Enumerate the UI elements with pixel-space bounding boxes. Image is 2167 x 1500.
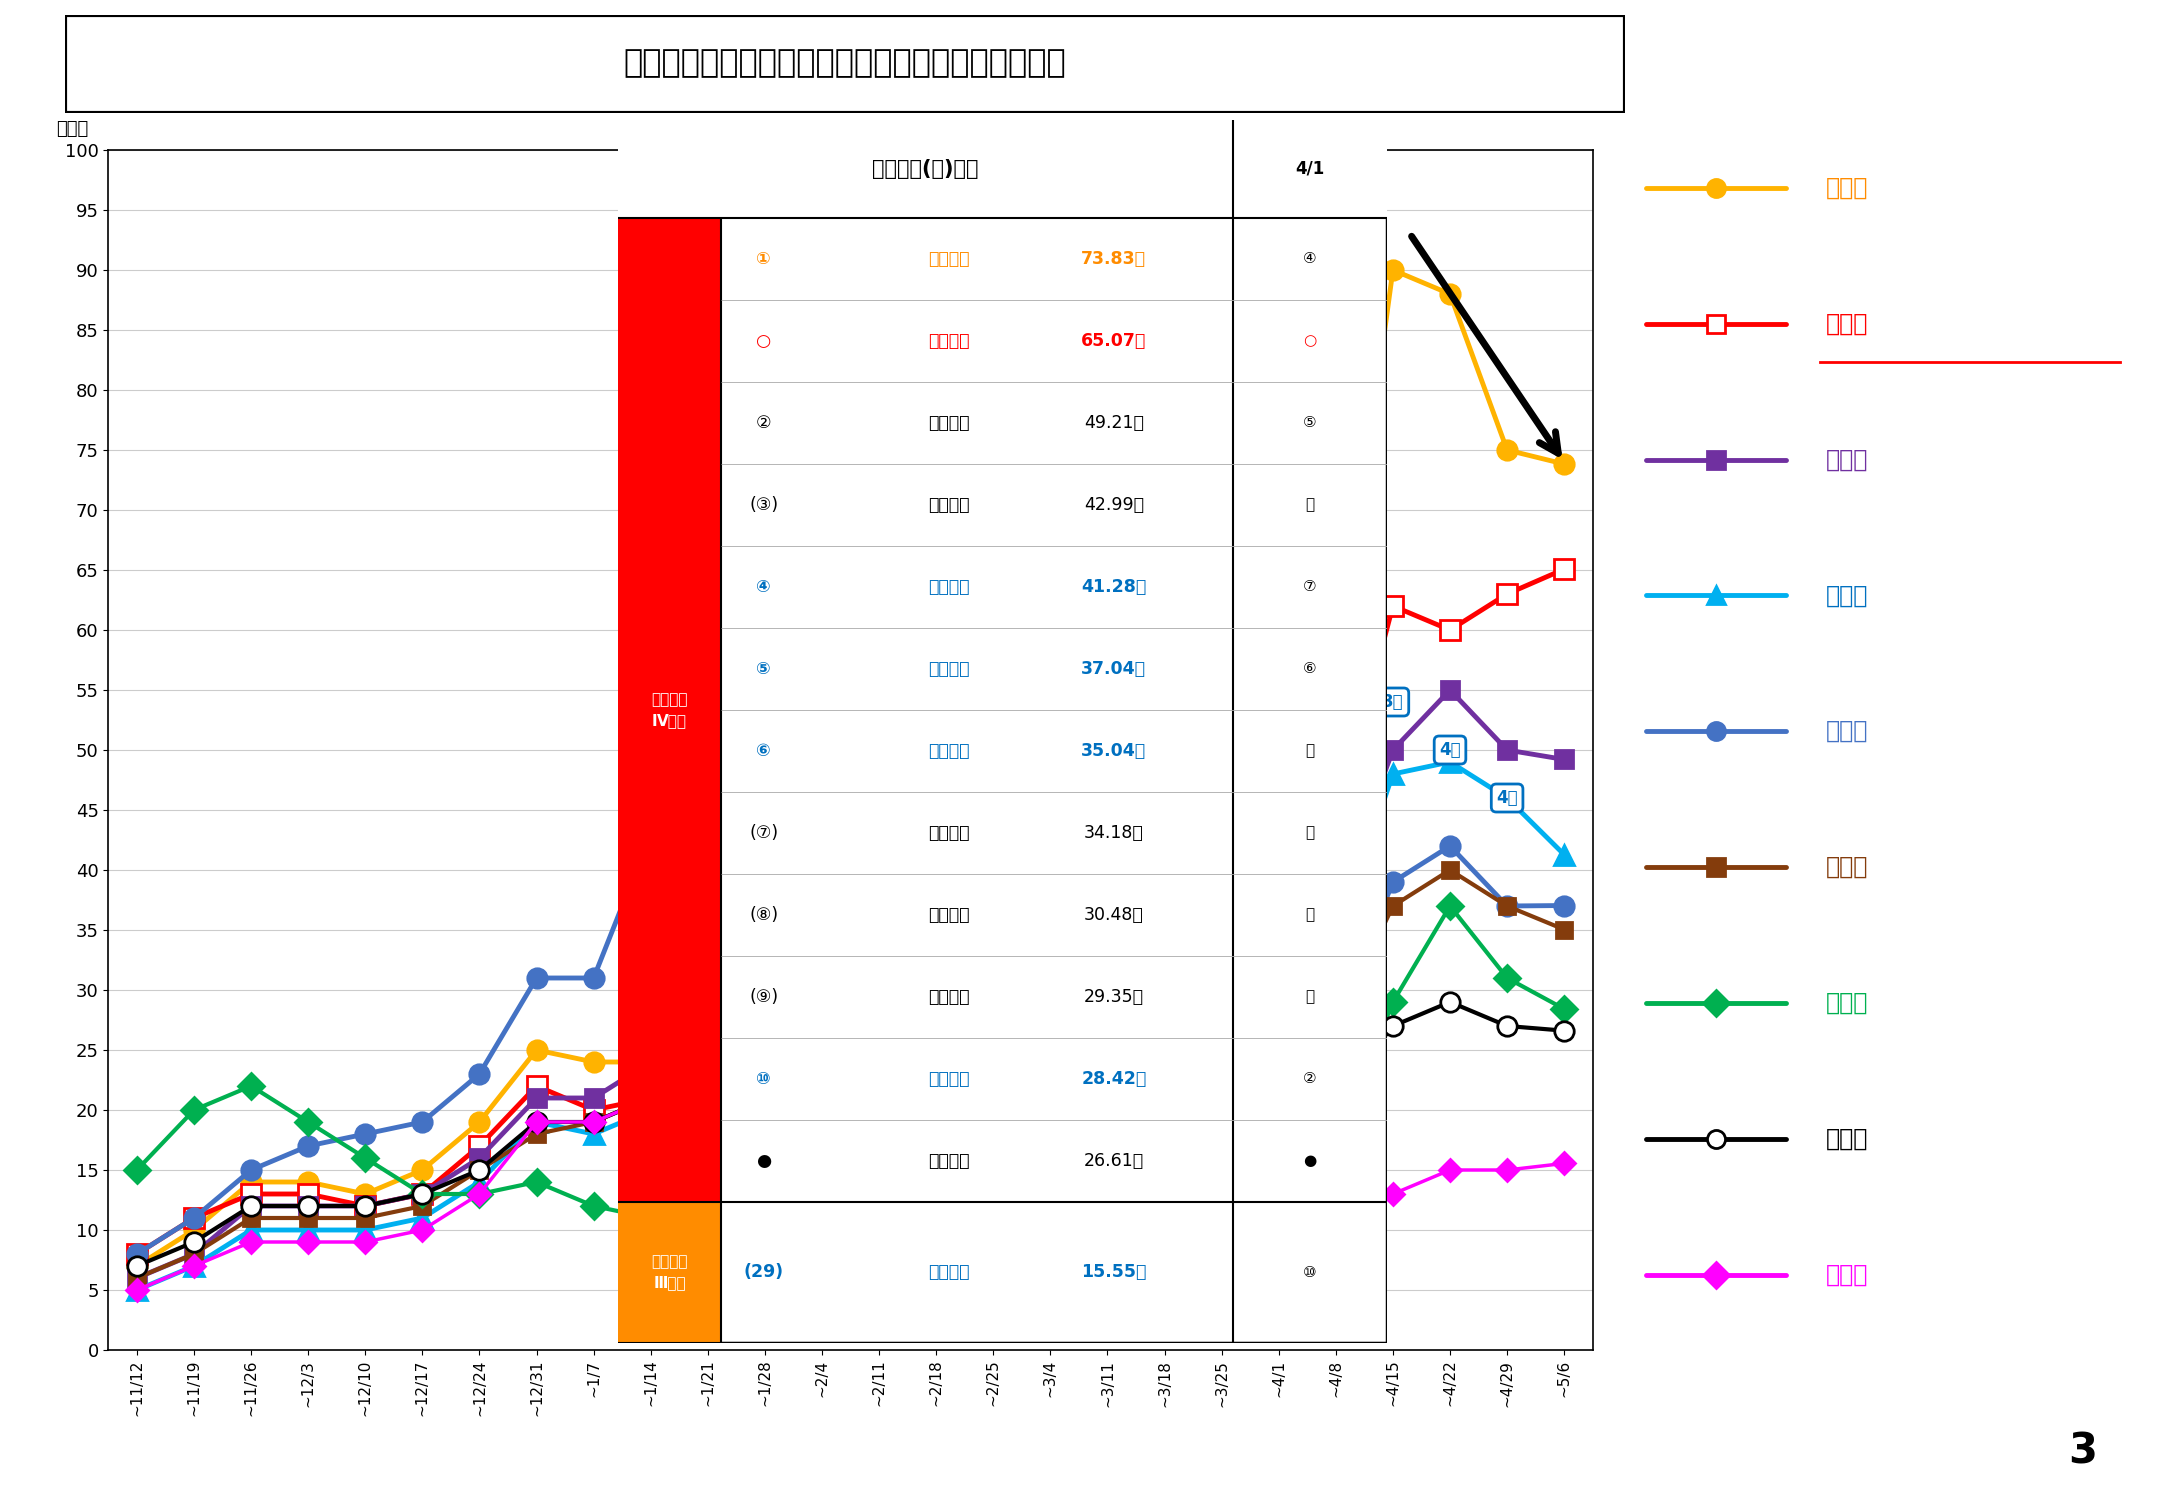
Text: (⑧): (⑧) <box>750 906 778 924</box>
Bar <box>618 217 722 1202</box>
Text: (⑨): (⑨) <box>750 988 778 1006</box>
Text: 福岡県：: 福岡県： <box>927 496 969 514</box>
Text: ④: ④ <box>1302 252 1318 267</box>
Text: ⑤: ⑤ <box>756 660 771 678</box>
Text: NHK「新型コロナウイルス　特設サイト」
から引用・集計: NHK「新型コロナウイルス 特設サイト」 から引用・集計 <box>1066 1251 1255 1284</box>
Text: あ: あ <box>1305 908 1315 922</box>
FancyBboxPatch shape <box>65 15 1625 112</box>
Text: 兵庫県：: 兵庫県： <box>927 414 969 432</box>
Text: 奈良市：: 奈良市： <box>927 332 969 350</box>
Text: 4位: 4位 <box>1324 1077 1346 1095</box>
Text: ⑩: ⑩ <box>1302 1264 1318 1280</box>
Text: 京都府: 京都府 <box>1825 855 1868 879</box>
Text: ⑮: ⑮ <box>1305 744 1315 759</box>
Text: 29.35人: 29.35人 <box>1084 988 1144 1006</box>
Bar <box>618 120 1387 218</box>
Text: 兵庫県: 兵庫県 <box>1825 447 1868 471</box>
Text: 3位: 3位 <box>1383 693 1404 711</box>
Text: ○: ○ <box>756 332 771 350</box>
Text: 沖縄県：: 沖縄県： <box>927 1070 969 1088</box>
Text: ステージ
Ⅳ相当: ステージ Ⅳ相当 <box>652 692 687 728</box>
Text: 京都府：: 京都府： <box>927 742 969 760</box>
Text: 34.18人: 34.18人 <box>1084 824 1144 842</box>
Text: ●: ● <box>756 1152 771 1170</box>
Text: ①: ① <box>756 251 771 268</box>
Text: ⑥: ⑥ <box>1302 662 1318 676</box>
Text: 28.42人: 28.42人 <box>1081 1070 1146 1088</box>
Text: 26.61人: 26.61人 <box>1084 1152 1144 1170</box>
Text: ○: ○ <box>1302 333 1318 348</box>
Text: ⑤: ⑤ <box>1302 416 1318 430</box>
Text: 4位: 4位 <box>1495 789 1517 807</box>
Text: (⑦): (⑦) <box>750 824 778 842</box>
Text: (29): (29) <box>743 1263 784 1281</box>
Text: (③): (③) <box>750 496 778 514</box>
Text: 奈良市: 奈良市 <box>1825 312 1868 336</box>
Text: 奈良県：: 奈良県： <box>927 578 969 596</box>
Text: 16位: 16位 <box>1205 1275 1237 1293</box>
Text: 岡山県：: 岡山県： <box>927 824 969 842</box>
Text: ⑯: ⑯ <box>1305 990 1315 1005</box>
Text: ステージ
Ⅲ相当: ステージ Ⅲ相当 <box>652 1254 687 1290</box>
Text: 全　国: 全 国 <box>1825 1126 1868 1150</box>
Text: 73.83人: 73.83人 <box>1081 251 1146 268</box>
Text: 東京都：: 東京都： <box>927 660 969 678</box>
Text: 沖縄県: 沖縄県 <box>1825 992 1868 1016</box>
Text: 30.48人: 30.48人 <box>1084 906 1144 924</box>
Text: ②: ② <box>756 414 771 432</box>
Text: 35.04人: 35.04人 <box>1081 742 1146 760</box>
Text: 7位: 7位 <box>1153 1227 1175 1245</box>
Text: 奈良県: 奈良県 <box>1825 584 1868 608</box>
Text: ⑦: ⑦ <box>1302 579 1318 594</box>
Text: ５月６日(木)時点: ５月６日(木)時点 <box>871 159 979 178</box>
Text: 4位: 4位 <box>1439 741 1461 759</box>
Text: 49.21人: 49.21人 <box>1084 414 1144 432</box>
Text: 北海道：: 北海道： <box>927 988 969 1006</box>
Text: 37.04人: 37.04人 <box>1081 660 1146 678</box>
Text: 全　国：: 全 国： <box>927 1152 969 1170</box>
Text: 3: 3 <box>2069 1431 2098 1473</box>
Text: 42.99人: 42.99人 <box>1084 496 1144 514</box>
Text: ⑥: ⑥ <box>756 742 771 760</box>
Text: 大分県：: 大分県： <box>927 906 969 924</box>
Text: 東京都: 東京都 <box>1825 720 1868 744</box>
Text: 65.07人: 65.07人 <box>1081 332 1146 350</box>
Text: 4/1: 4/1 <box>1296 160 1324 178</box>
Text: 千葉県：: 千葉県： <box>927 1263 969 1281</box>
Text: 41.28人: 41.28人 <box>1081 578 1146 596</box>
Text: 直近１週間の人口１０万人当たりの陽性者数の推移: 直近１週間の人口１０万人当たりの陽性者数の推移 <box>624 48 1066 80</box>
Text: ②: ② <box>1302 1071 1318 1086</box>
Text: 大阪府：: 大阪府： <box>927 251 969 268</box>
Text: 〳: 〳 <box>1305 498 1315 513</box>
Text: ④: ④ <box>756 578 771 596</box>
Text: ●: ● <box>1302 1154 1318 1168</box>
Text: ⑩: ⑩ <box>756 1070 771 1088</box>
Text: 15.55人: 15.55人 <box>1081 1263 1146 1281</box>
Text: 千葉県: 千葉県 <box>1825 1263 1868 1287</box>
Text: 〴: 〴 <box>1305 825 1315 840</box>
Text: （人）: （人） <box>56 120 89 138</box>
Bar <box>618 1202 722 1342</box>
Text: 大阪府: 大阪府 <box>1825 176 1868 200</box>
